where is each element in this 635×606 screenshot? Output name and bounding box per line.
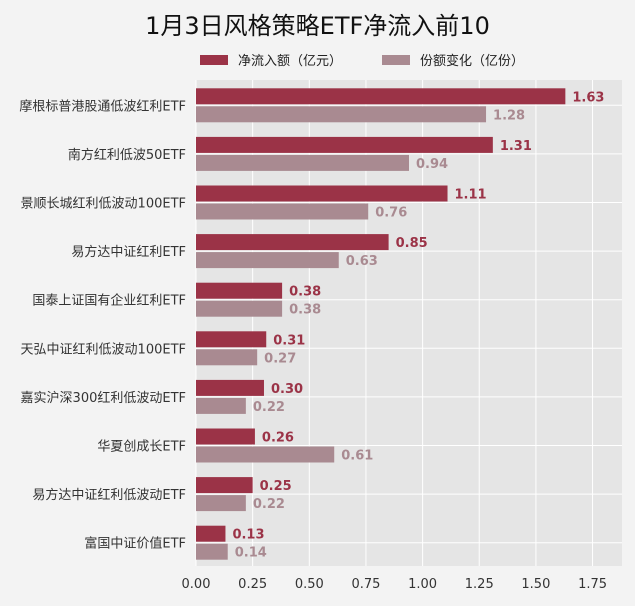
bar-net-inflow	[196, 477, 253, 494]
x-tick-label: 0.00	[182, 577, 211, 592]
x-tick-label: 1.00	[408, 577, 437, 592]
data-label-net-inflow: 0.26	[262, 431, 294, 446]
data-label-share-change: 0.63	[346, 254, 378, 269]
data-label-net-inflow: 0.38	[289, 285, 321, 300]
x-tick-label: 1.75	[578, 577, 607, 592]
data-label-net-inflow: 1.63	[572, 90, 604, 105]
bar-share-change	[196, 446, 335, 463]
bar-net-inflow	[196, 331, 267, 348]
legend-item-share-change: 份额变化（亿份）	[382, 50, 524, 69]
legend-label-share-change: 份额变化（亿份）	[420, 54, 525, 69]
y-tick-label: 景顺长城红利低波动100ETF	[21, 196, 186, 212]
x-tick-label: 1.50	[521, 577, 550, 592]
data-label-share-change: 0.27	[264, 351, 296, 366]
x-tick-label: 1.25	[465, 577, 494, 592]
x-tick-label: 0.25	[238, 577, 267, 592]
legend-swatch-net-inflow	[200, 54, 228, 65]
bar-share-change	[196, 154, 409, 171]
bar-share-change	[196, 397, 246, 414]
data-label-net-inflow: 0.31	[273, 333, 305, 348]
y-tick-label: 易方达中证红利低波动ETF	[32, 487, 186, 503]
data-label-net-inflow: 0.30	[271, 382, 303, 397]
bar-share-change	[196, 106, 487, 123]
y-tick-label: 嘉实沪深300红利低波动ETF	[21, 390, 186, 406]
data-label-share-change: 1.28	[493, 108, 525, 123]
bar-net-inflow	[196, 282, 283, 299]
data-label-net-inflow: 1.31	[500, 139, 532, 154]
legend-swatch-share-change	[382, 54, 411, 65]
legend: 净流入额（亿元） 份额变化（亿份）	[200, 50, 524, 69]
bar-net-inflow	[196, 88, 566, 105]
data-label-net-inflow: 0.85	[396, 236, 428, 251]
x-tick-label: 0.75	[351, 577, 380, 592]
bar-share-change	[196, 349, 258, 366]
bar-share-change	[196, 495, 246, 512]
data-label-net-inflow: 1.11	[455, 188, 487, 203]
data-label-net-inflow: 0.25	[260, 479, 292, 494]
x-tick-label: 0.50	[295, 577, 324, 592]
data-label-net-inflow: 0.13	[232, 528, 264, 543]
data-label-share-change: 0.94	[416, 157, 448, 172]
bar-share-change	[196, 203, 369, 220]
data-label-share-change: 0.76	[375, 206, 407, 221]
y-tick-label: 易方达中证红利ETF	[71, 244, 186, 260]
bar-net-inflow	[196, 234, 389, 251]
y-tick-label: 国泰上证国有企业红利ETF	[32, 293, 186, 309]
bar-share-change	[196, 252, 339, 269]
data-label-share-change: 0.14	[235, 546, 267, 561]
bar-net-inflow	[196, 379, 264, 396]
bar-share-change	[196, 300, 283, 317]
legend-item-net-inflow: 净流入额（亿元）	[200, 50, 342, 69]
data-label-share-change: 0.61	[341, 449, 373, 464]
y-tick-label: 南方红利低波50ETF	[68, 147, 186, 163]
data-label-share-change: 0.22	[253, 400, 285, 415]
bar-share-change	[196, 543, 228, 560]
y-tick-label: 华夏创成长ETF	[97, 440, 186, 455]
y-tick-label: 富国中证价值ETF	[84, 536, 186, 552]
bar-net-inflow	[196, 428, 255, 445]
data-label-share-change: 0.38	[289, 303, 321, 318]
bar-net-inflow	[196, 185, 448, 202]
bar-net-inflow	[196, 525, 226, 542]
data-label-share-change: 0.22	[253, 497, 285, 512]
bar-net-inflow	[196, 136, 493, 153]
y-tick-label: 天弘中证红利低波动100ETF	[21, 341, 186, 357]
chart-title: 1月3日风格策略ETF净流入前10	[145, 12, 490, 40]
legend-label-net-inflow: 净流入额（亿元）	[238, 54, 343, 69]
y-tick-label: 摩根标普港股通低波红利ETF	[19, 98, 186, 114]
